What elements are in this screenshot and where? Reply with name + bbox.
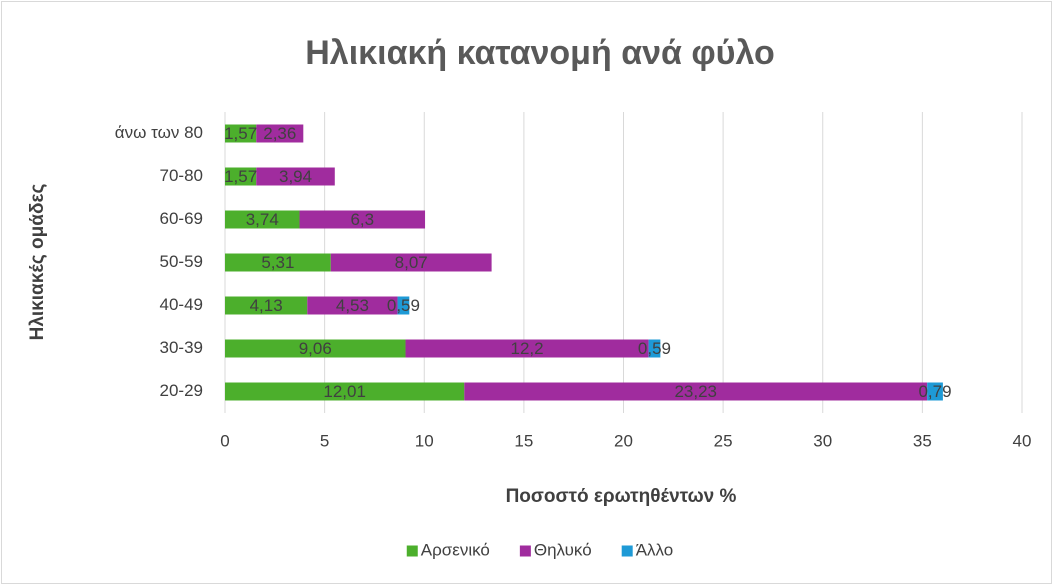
bar-segment [299, 210, 426, 229]
bar-segment [225, 339, 406, 358]
data-label: 9,06 [299, 339, 332, 358]
data-label: 12,2 [511, 339, 544, 358]
bar-segment [256, 167, 335, 186]
data-label: 5,31 [261, 253, 294, 272]
data-label: 0,59 [387, 296, 420, 315]
data-label: 1,57 [224, 167, 257, 186]
data-label: 0,79 [918, 382, 951, 401]
legend-label: Αρσενικό [421, 540, 490, 559]
x-tick-label: 40 [1013, 431, 1032, 450]
data-label: 0,59 [638, 339, 671, 358]
x-tick-label: 10 [415, 431, 434, 450]
x-tick-label: 20 [614, 431, 633, 450]
bar-segment [225, 296, 308, 315]
data-label: 12,01 [323, 382, 366, 401]
y-tick-label: 30-39 [160, 338, 203, 357]
y-tick-label: 40-49 [160, 295, 203, 314]
legend-label: Θηλυκό [534, 540, 592, 559]
x-tick-label: 35 [913, 431, 932, 450]
data-label: 6,3 [350, 210, 374, 229]
bar-segment [225, 253, 331, 272]
bar-segment [225, 167, 257, 186]
y-tick-label: 60-69 [160, 209, 203, 228]
x-tick-label: 0 [220, 431, 229, 450]
legend-label: Άλλο [636, 540, 674, 559]
bar-segment [330, 253, 492, 272]
y-tick-label: 70-80 [160, 166, 203, 185]
bar-segment [405, 339, 649, 358]
x-tick-label: 15 [514, 431, 533, 450]
bar-segment [397, 296, 410, 315]
bar-segment [927, 382, 943, 401]
legend-swatch [621, 545, 633, 557]
data-label: 1,57 [224, 124, 257, 143]
data-label: 23,23 [674, 382, 717, 401]
x-tick-label: 5 [320, 431, 329, 450]
bar-segment [225, 382, 465, 401]
data-label: 3,94 [279, 167, 312, 186]
x-tick-label: 25 [714, 431, 733, 450]
bar-segment [256, 124, 304, 143]
data-label: 2,36 [263, 124, 296, 143]
data-label: 4,13 [250, 296, 283, 315]
y-tick-label: 50-59 [160, 252, 203, 271]
data-label: 4,53 [336, 296, 369, 315]
bar-segment [464, 382, 928, 401]
data-label: 3,74 [246, 210, 279, 229]
bar-segment [307, 296, 398, 315]
data-label: 8,07 [395, 253, 428, 272]
legend-swatch [406, 545, 418, 557]
bar-segment [225, 210, 300, 229]
legend-swatch [519, 545, 531, 557]
bar-segment [225, 124, 257, 143]
y-tick-label: άνω των 80 [115, 123, 203, 142]
x-axis-title: Ποσοστό ερωτηθέντων % [506, 486, 737, 507]
bar-segment [648, 339, 661, 358]
chart-title: Ηλικιακή κατανομή ανά φύλο [305, 34, 774, 72]
y-tick-label: 20-29 [160, 381, 203, 400]
x-tick-label: 30 [813, 431, 832, 450]
y-axis-title: Ηλικιακές ομάδες [27, 183, 48, 340]
